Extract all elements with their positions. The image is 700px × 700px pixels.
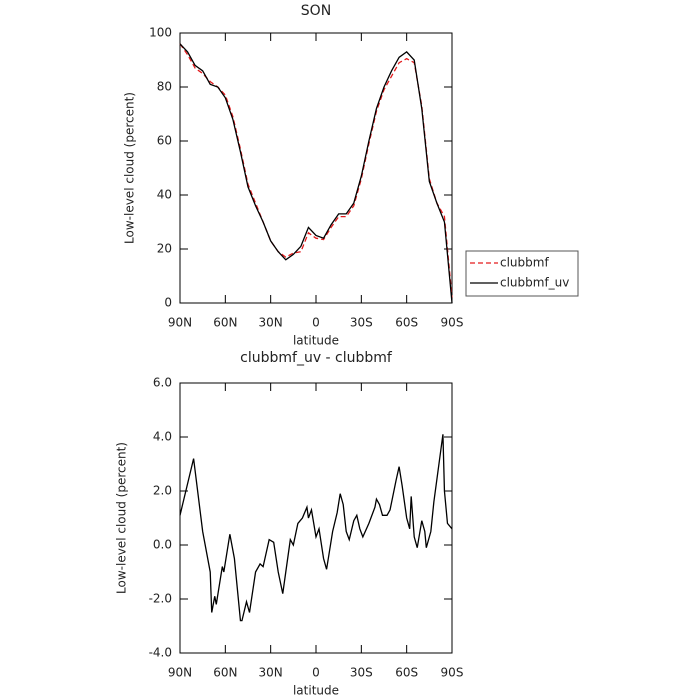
x-tick-label: 30N [259, 666, 283, 680]
x-tick-label: 0 [312, 666, 320, 680]
x-tick-label: 0 [312, 316, 320, 330]
y-tick-label: 80 [157, 80, 172, 94]
y-tick-label: 2.0 [153, 484, 172, 498]
y-tick-label: 0.0 [153, 538, 172, 552]
y-tick-label: 4.0 [153, 430, 172, 444]
plot-frame [179, 32, 453, 304]
chart-title: SON [301, 3, 331, 19]
y-tick-label: 6.0 [153, 376, 172, 390]
plot-frame [179, 382, 453, 654]
y-axis-label: Low-level cloud (percent) [123, 92, 137, 244]
legend-box [465, 250, 579, 297]
x-tick-label: 30N [259, 316, 283, 330]
x-axis-label: latitude [293, 684, 339, 698]
x-tick-label: 90S [441, 316, 464, 330]
x-tick-label: 90N [168, 316, 192, 330]
legend-label: clubbmf [500, 256, 549, 270]
x-tick-label: 60S [395, 666, 418, 680]
series-line [179, 43, 453, 304]
x-tick-label: 60N [213, 316, 237, 330]
y-tick-label: 40 [157, 188, 172, 202]
y-tick-label: 60 [157, 134, 172, 148]
y-tick-label: -4.0 [149, 646, 172, 660]
y-tick-label: 100 [149, 26, 172, 40]
x-tick-label: 90S [441, 666, 464, 680]
y-tick-label: 20 [157, 242, 172, 256]
series-line [179, 43, 453, 298]
x-tick-label: 90N [168, 666, 192, 680]
x-tick-label: 30S [350, 316, 373, 330]
x-tick-label: 60N [213, 666, 237, 680]
y-tick-label: 0 [164, 296, 172, 310]
x-tick-label: 30S [350, 666, 373, 680]
chart-title: clubbmf_uv - clubbmf [240, 350, 393, 366]
legend-label: clubbmf_uv [500, 276, 569, 290]
x-tick-label: 60S [395, 316, 418, 330]
y-tick-label: -2.0 [149, 592, 172, 606]
x-axis-label: latitude [293, 334, 339, 348]
data-line [179, 434, 453, 622]
y-axis-label: Low-level cloud (percent) [115, 442, 129, 594]
